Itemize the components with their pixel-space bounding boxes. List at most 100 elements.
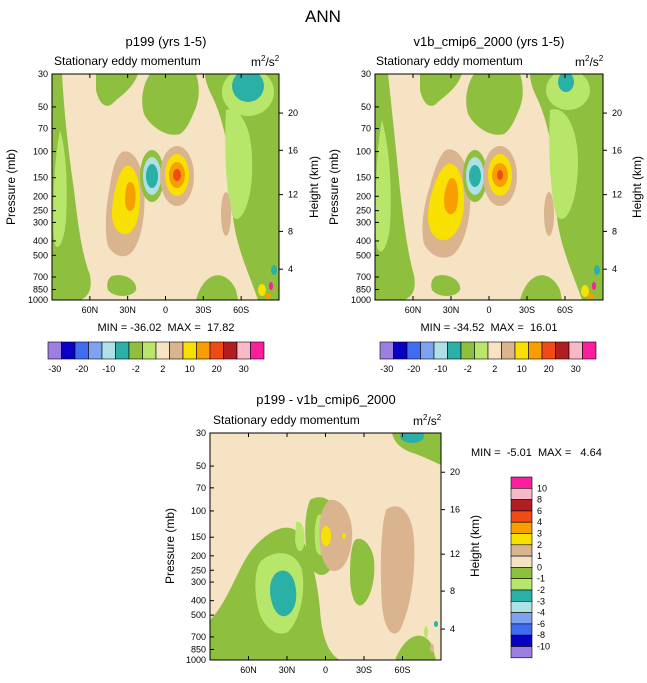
y-tick-label: 300 [356,217,371,227]
legend-diff-swatch [510,510,533,523]
y-tick-label: 500 [356,250,371,260]
legend-diff-swatch [510,499,533,512]
legend-top-label: 2 [160,364,165,374]
legend-top-swatch [236,341,251,360]
panel-control-ylabel-right: Height (km) [307,156,321,218]
contour-green-mid [420,74,462,106]
legend-top-swatch [433,341,448,360]
contour-green-lower [107,275,137,296]
legend-top-label: 20 [212,364,222,374]
legend-top-label: 30 [239,364,249,374]
y-tick-label: 250 [356,206,371,216]
y-tick-label: 30 [196,428,206,438]
legend-top-label: -30 [380,364,393,374]
panel-control-title: p199 (yrs 1-5) [126,34,207,49]
y-tick-label: 150 [33,173,48,183]
contour-lightgreen-south [549,109,578,219]
legend-top-swatch [447,341,462,360]
legend-diff-label: 1 [537,551,542,561]
panel-control-ylabel: Pressure (mb) [4,149,18,225]
y-tick-label: 400 [33,236,48,246]
y-tick-label: 200 [191,551,206,561]
legend-top-swatch [528,341,543,360]
legend-top-label: -2 [132,364,140,374]
panel-diff: p199 - v1b_cmip6_2000 Stationary eddy mo… [163,392,602,675]
contour-orange-subtropics [444,178,459,215]
panel-diff-ylabel-right: Height (km) [468,515,482,577]
legend-top-swatch [223,341,238,360]
y-tick-label: 1000 [351,295,371,305]
legend-top-swatch [47,341,62,360]
legend-top-swatch [74,341,89,360]
contour-green-surface-south [196,275,238,300]
legend-diff-label: 3 [537,529,542,539]
legend-top-swatch [582,341,597,360]
legend-diff-label: 2 [537,540,542,550]
contour-green-tropics [466,74,523,135]
y-tick-label: 70 [196,483,206,493]
legend-top-swatch [514,341,529,360]
legend-diff-label: 6 [537,506,542,516]
legend-diff-label: 4 [537,517,542,527]
legend-diff-label: -8 [537,630,545,640]
y-tick-label: 50 [196,461,206,471]
panel-control-subtitle: Stationary eddy momentum [54,54,201,68]
x-tick-label: 60S [394,665,410,675]
legend-diff-swatch [510,623,533,636]
height-tick-label: 8 [450,586,455,596]
height-tick-label: 16 [450,505,460,515]
contour-red-equator [497,170,503,180]
x-tick-label: 30N [279,665,296,675]
y-tick-label: 1000 [186,655,206,665]
contour-cyan-tropics [146,164,158,188]
legend-top-swatch [196,341,211,360]
legend-top-label: -20 [407,364,420,374]
contour-cyan-tropics [469,165,481,187]
panel-control-units: m2/s2 [251,54,280,69]
legend-top-label: -10 [434,364,447,374]
contour-noise-surface [424,621,438,652]
legend-diff-swatch [510,589,533,602]
height-tick-label: 8 [612,226,617,236]
contour-green-north [52,74,91,300]
y-tick-label: 400 [191,596,206,606]
contour-yellow-dot [342,533,346,539]
panel-diff-title: p199 - v1b_cmip6_2000 [256,392,396,407]
x-tick-label: 0 [486,305,491,315]
y-tick-label: 700 [356,272,371,282]
legend-top-copy: -30 -20 -10 -2 2 10 20 30 [379,341,597,374]
contour-lightgreen-north [375,120,391,252]
legend-diff-label: -2 [537,585,545,595]
panel-test-field [375,74,603,300]
legend-top-label: 20 [544,364,554,374]
legend-top-label: -10 [102,364,115,374]
panel-test-stats: MIN = -34.52 MAX = 16.01 [421,322,558,334]
legend-diff-swatch [510,612,533,625]
legend-diff-swatch [510,555,533,568]
legend-top-swatch [128,341,143,360]
y-tick-label: 50 [38,102,48,112]
legend-top-label: 10 [517,364,527,374]
legend-top-label: 10 [185,364,195,374]
contour-tan-dark-south [380,506,415,634]
legend-diff-swatch [510,646,533,659]
panel-diff-stats: MIN = -5.01 MAX = 4.64 [471,447,602,459]
y-tick-label: 300 [191,577,206,587]
panel-control: p199 (yrs 1-5) Stationary eddy momentum … [4,34,321,334]
height-tick-label: 4 [450,624,455,634]
legend-top-swatch [155,341,170,360]
contour-lightgreen-sliver [295,521,305,552]
y-tick-label: 30 [38,69,48,79]
legend-top-swatch [379,341,394,360]
legend-top-label: 30 [571,364,581,374]
figure-title: ANN [305,7,341,26]
panel-control-stats: MIN = -36.02 MAX = 17.82 [98,322,235,334]
y-tick-label: 250 [33,206,48,216]
panel-control-field [52,74,279,300]
legend-diff-swatch [510,578,533,591]
legend-top-swatch [501,341,516,360]
y-tick-label: 300 [33,217,48,227]
y-tick-label: 1000 [28,295,48,305]
